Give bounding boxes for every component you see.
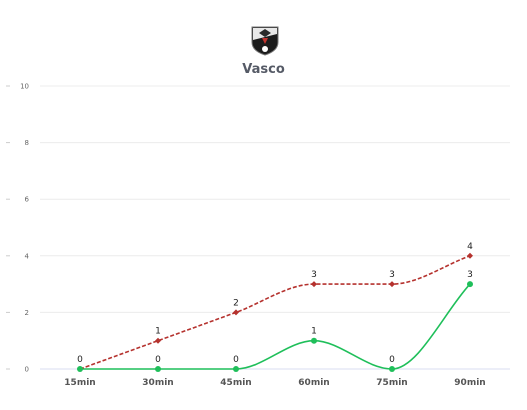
series-1-point (233, 309, 239, 316)
data-label: 1 (155, 327, 161, 337)
data-label: 0 (233, 355, 239, 365)
y-tick-label: 4 (25, 252, 30, 260)
data-label: 3 (389, 270, 395, 280)
series-2-point (389, 366, 395, 372)
x-tick-label: 30min (142, 378, 173, 388)
x-tick-label: 90min (454, 378, 485, 388)
data-label: 3 (467, 270, 473, 280)
series-2-point (311, 337, 317, 344)
data-label: 3 (311, 270, 317, 280)
series-line-2 (80, 283, 471, 370)
data-label: 4 (467, 242, 473, 252)
y-tick-label: 10 (20, 83, 29, 91)
series-2-point (77, 366, 83, 372)
series-line-1 (79, 255, 471, 370)
data-label: 0 (155, 355, 161, 365)
x-tick-label: 45min (220, 378, 251, 388)
y-tick-label: 2 (25, 309, 29, 317)
y-tick-label: 8 (25, 139, 29, 147)
x-tick-label: 75min (376, 378, 407, 388)
y-tick-label: 6 (25, 196, 30, 204)
series-1-point (155, 337, 161, 344)
vasco-crest-icon (251, 26, 279, 56)
data-label: 0 (389, 355, 395, 365)
data-label: 0 (77, 355, 83, 365)
x-tick-label: 15min (64, 378, 95, 388)
series-1-point (389, 281, 395, 288)
y-tick-label: 0 (25, 366, 29, 374)
series-2-point (155, 366, 161, 372)
data-label: 1 (311, 327, 317, 337)
series-2-point (467, 281, 473, 288)
series-1-point (311, 281, 317, 288)
data-label: 2 (233, 298, 239, 308)
series-1-point (467, 252, 473, 259)
team-name: Vasco (242, 62, 285, 77)
x-tick-label: 60min (298, 378, 329, 388)
series-2-point (233, 366, 239, 372)
